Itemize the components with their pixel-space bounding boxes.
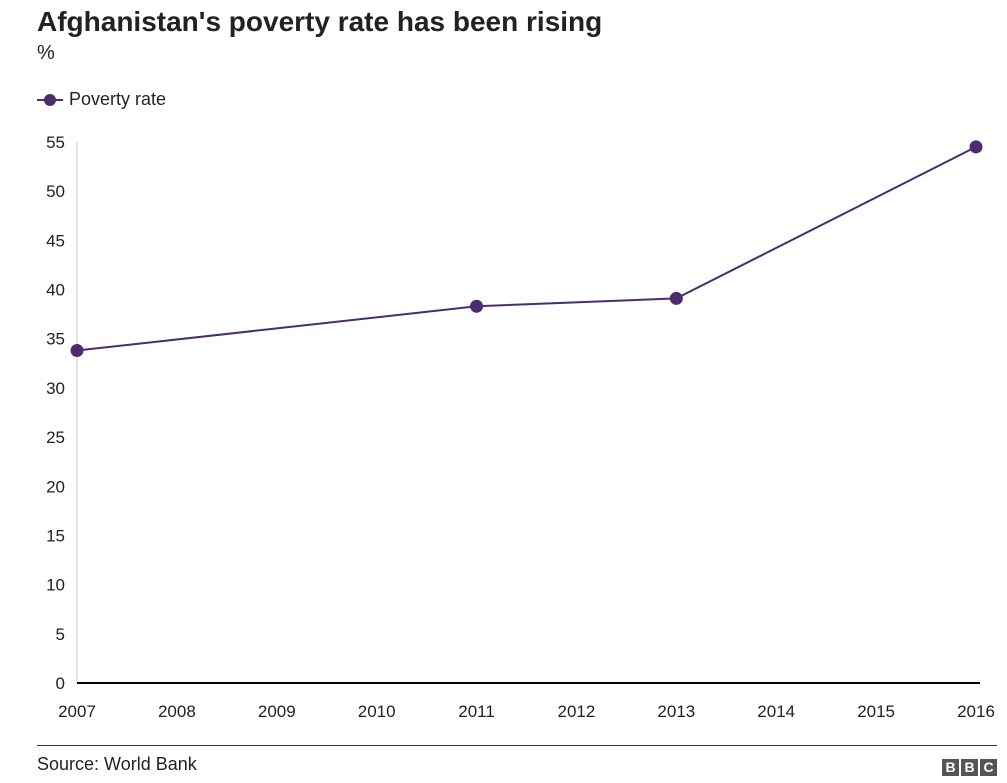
y-tick-label: 5 [56,625,65,644]
x-tick-label: 2009 [258,702,296,721]
x-tick-label: 2016 [957,702,995,721]
y-tick-label: 45 [46,231,65,250]
source-note: Source: World Bank [37,754,197,774]
legend-label: Poverty rate [69,89,167,109]
footer-divider [37,745,997,746]
x-tick-label: 2013 [657,702,695,721]
legend: Poverty rate [37,89,166,110]
chart-title: Afghanistan's poverty rate has been risi… [37,6,603,37]
x-tick-label: 2014 [757,702,795,721]
x-tick-label: 2012 [558,702,596,721]
data-point [669,291,683,305]
legend-marker-icon [37,93,63,106]
series-line [76,146,977,352]
x-tick-label: 2011 [458,702,495,721]
y-tick-label: 15 [46,526,65,545]
x-tick-label: 2008 [158,702,196,721]
data-point [470,299,484,313]
logo-letter: B [942,759,959,776]
y-tick-label: 35 [46,330,65,349]
x-tick-label: 2015 [857,702,895,721]
y-tick-label: 50 [46,182,65,201]
logo-letter: B [961,759,978,776]
logo-letter: C [980,759,997,776]
y-tick-label: 20 [46,477,65,496]
y-tick-label: 30 [46,379,65,398]
data-point [70,344,84,358]
chart-subtitle: % [37,42,55,64]
y-tick-label: 0 [56,674,65,693]
y-tick-label: 10 [46,576,65,595]
x-tick-label: 2010 [358,702,396,721]
y-tick-label: 25 [46,428,65,447]
data-point [969,140,983,154]
bbc-logo: B B C [942,759,997,776]
y-tick-label: 55 [46,133,65,152]
y-tick-label: 40 [46,281,65,300]
x-tick-label: 2007 [58,702,96,721]
